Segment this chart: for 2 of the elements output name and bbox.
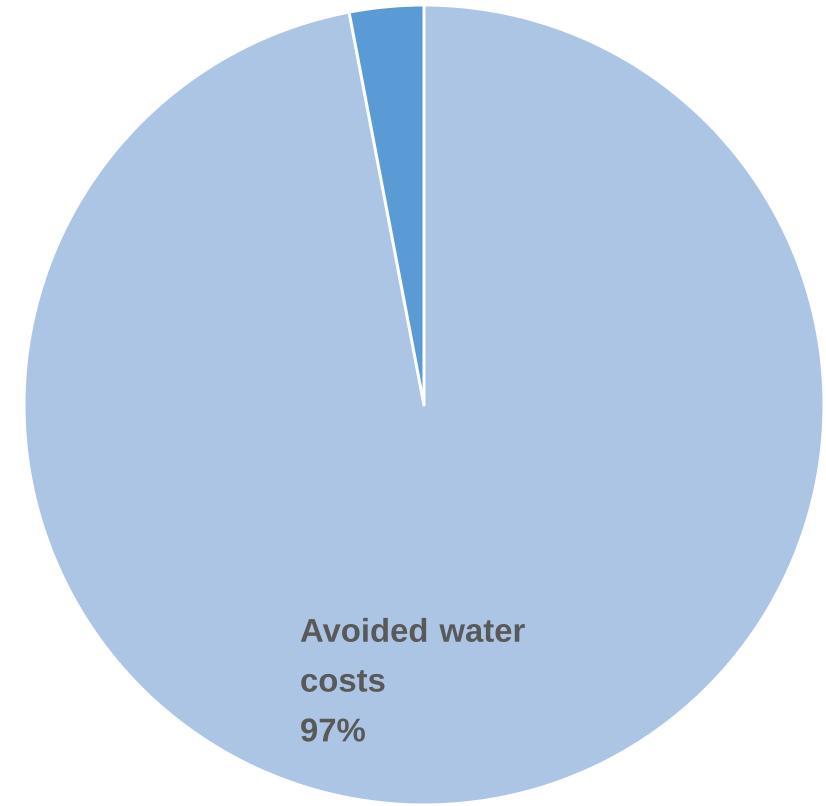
slice-label: Avoided water costs bbox=[300, 618, 525, 692]
data-label: 97% bbox=[301, 718, 365, 742]
